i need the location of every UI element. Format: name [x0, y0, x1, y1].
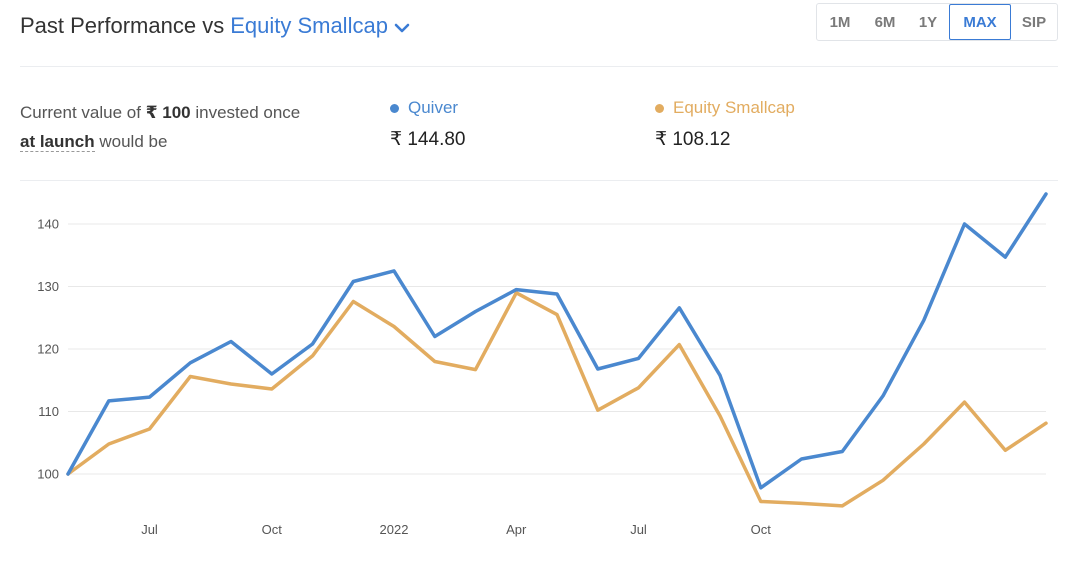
x-tick-label: Oct	[262, 522, 283, 537]
legend-dot-benchmark	[655, 103, 664, 113]
legend-dot-quiver	[390, 103, 399, 113]
y-tick-label: 130	[37, 279, 59, 294]
legend-name-quiver: Quiver	[408, 98, 459, 117]
y-tick-label: 120	[37, 342, 59, 357]
series-lines	[66, 192, 1048, 508]
title-prefix: Past Performance vs	[20, 13, 225, 38]
legend-item-benchmark: Equity Smallcap ₹ 108.12	[655, 96, 795, 151]
chevron-down-icon[interactable]	[394, 20, 410, 36]
x-tick-label: 2022	[380, 522, 409, 537]
summary-text-1: Current value of	[20, 103, 141, 122]
range-button-1m[interactable]: 1M	[829, 13, 851, 31]
range-button-max[interactable]: MAX	[949, 4, 1011, 40]
performance-line-chart: 100 110 120 130 140 Jul Oct 2022 Apr Jul Oct	[37, 192, 1048, 537]
x-tick-label: Apr	[506, 522, 527, 537]
legend-name-benchmark: Equity Smallcap	[673, 98, 795, 117]
summary-text-3: would be	[99, 132, 168, 151]
summary-amount: ₹ 100	[145, 103, 191, 122]
time-range-selector: 1M 6M 1Y MAX SIP	[816, 3, 1058, 41]
range-button-1y[interactable]: 1Y	[918, 13, 938, 31]
range-button-6m[interactable]: 6M	[874, 13, 896, 31]
x-tick-label: Jul	[630, 522, 647, 537]
summary-text-2: invested once	[195, 103, 301, 122]
legend-value-benchmark: ₹ 108.12	[655, 129, 731, 150]
range-button-sip[interactable]: SIP	[1021, 13, 1047, 31]
benchmark-selector[interactable]: Equity Smallcap	[230, 13, 388, 38]
x-axis: Jul Oct 2022 Apr Jul Oct	[141, 522, 771, 537]
investment-summary: Current value of ₹ 100 invested once at …	[20, 98, 300, 156]
x-tick-label: Oct	[751, 522, 772, 537]
x-tick-label: Jul	[141, 522, 158, 537]
legend-value-quiver: ₹ 144.80	[390, 129, 466, 150]
chart-header: Past Performance vs Equity Smallcap	[20, 10, 410, 42]
grid-lines	[68, 223, 1046, 475]
legend-item-quiver: Quiver ₹ 144.80	[390, 96, 465, 151]
y-tick-label: 100	[37, 467, 59, 482]
y-axis: 100 110 120 130 140	[37, 217, 59, 482]
series-line-equity-smallcap[interactable]	[66, 291, 1048, 508]
chart-divider	[20, 180, 1058, 181]
y-tick-label: 140	[37, 217, 59, 232]
page-title: Past Performance vs Equity Smallcap	[20, 13, 388, 39]
series-line-quiver[interactable]	[66, 192, 1048, 490]
y-tick-label: 110	[38, 404, 59, 419]
launch-link[interactable]: at launch	[20, 132, 95, 152]
header-divider	[20, 66, 1058, 67]
